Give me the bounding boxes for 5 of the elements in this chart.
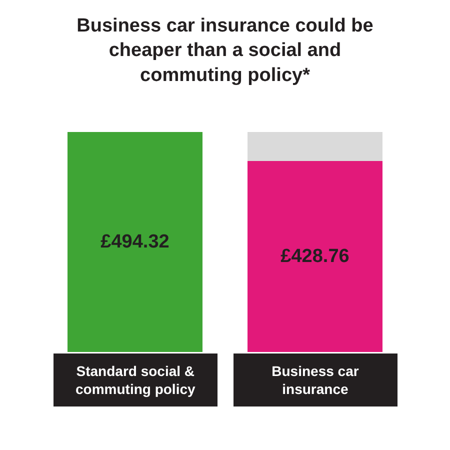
data-label: £428.76 [280, 246, 350, 268]
x-tick-label: Business car insurance [272, 362, 360, 398]
x-tick-label: Standard social & commuting policy [76, 362, 196, 398]
chart-title: Business car insurance could be cheaper than a social and commuting policy* [76, 16, 374, 86]
data-label: £494.32 [100, 232, 170, 252]
